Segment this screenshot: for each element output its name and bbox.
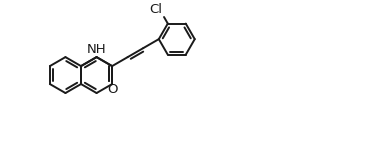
Text: NH: NH [87,43,106,56]
Text: Cl: Cl [149,3,162,16]
Text: O: O [107,83,117,96]
